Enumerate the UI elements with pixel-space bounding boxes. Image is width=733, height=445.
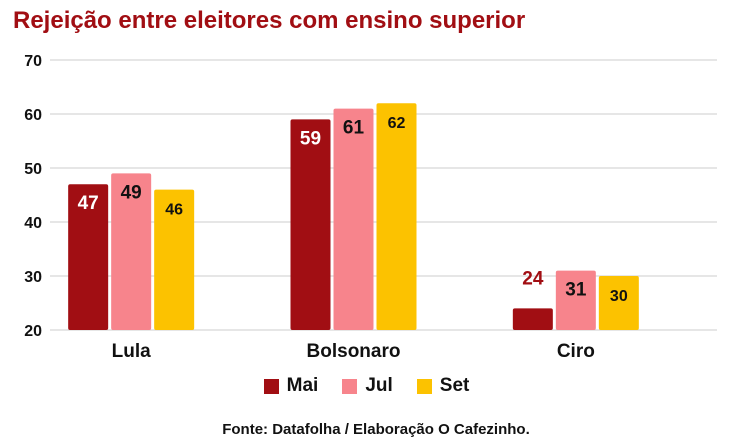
- legend-item-jul: Jul: [342, 375, 393, 397]
- bar-chart: 20 30 40 50 60 70 47 49 46 Lula 59 61 62 Bolsonaro 24 3…: [24, 53, 717, 362]
- bar-ciro-mai: [512, 308, 553, 330]
- y-tick-label-30: 30: [24, 269, 42, 286]
- category-label-ciro: Ciro: [557, 341, 595, 362]
- bar-lula-jul: [111, 173, 152, 330]
- legend: Mai Jul Set: [0, 375, 733, 397]
- data-label-lula-jul: 49: [121, 182, 142, 203]
- y-tick-label-50: 50: [24, 161, 42, 178]
- legend-label-set: Set: [439, 375, 470, 396]
- legend-swatch-mai: [263, 378, 279, 394]
- bar-ciro-jul: [555, 270, 596, 330]
- y-tick-label-60: 60: [24, 107, 42, 124]
- data-label-bolsonaro-set: 62: [388, 115, 406, 132]
- y-tick-label-40: 40: [24, 215, 42, 232]
- legend-label-jul: Jul: [365, 375, 393, 396]
- bar-bolsonaro-mai: [290, 119, 331, 331]
- category-label-lula: Lula: [112, 341, 151, 362]
- data-label-bolsonaro-jul: 61: [343, 118, 365, 139]
- bar-lula-set: [154, 189, 195, 330]
- legend-swatch-set: [416, 378, 432, 394]
- data-label-ciro-set: 30: [610, 288, 628, 305]
- data-label-bolsonaro-mai: 59: [300, 128, 321, 149]
- legend-item-set: Set: [416, 375, 470, 397]
- bar-lula-mai: [68, 184, 109, 330]
- data-label-lula-mai: 47: [78, 193, 99, 214]
- y-tick-label-70: 70: [24, 53, 42, 70]
- chart-title: Rejeição entre eleitores com ensino supe…: [13, 7, 526, 34]
- y-tick-label-20: 20: [24, 323, 42, 340]
- data-label-ciro-jul: 31: [565, 280, 587, 301]
- bar-ciro-set: [598, 276, 639, 330]
- legend-item-mai: Mai: [263, 375, 319, 397]
- bar-bolsonaro-jul: [333, 108, 374, 330]
- bar-bolsonaro-set: [376, 103, 417, 330]
- category-label-bolsonaro: Bolsonaro: [307, 341, 401, 362]
- legend-swatch-jul: [342, 378, 358, 394]
- legend-label-mai: Mai: [286, 375, 319, 396]
- data-label-lula-set: 46: [165, 202, 183, 219]
- data-label-ciro-mai: 24: [522, 268, 544, 289]
- source-note: Fonte: Datafolha / Elaboração O Cafezinh…: [222, 421, 530, 438]
